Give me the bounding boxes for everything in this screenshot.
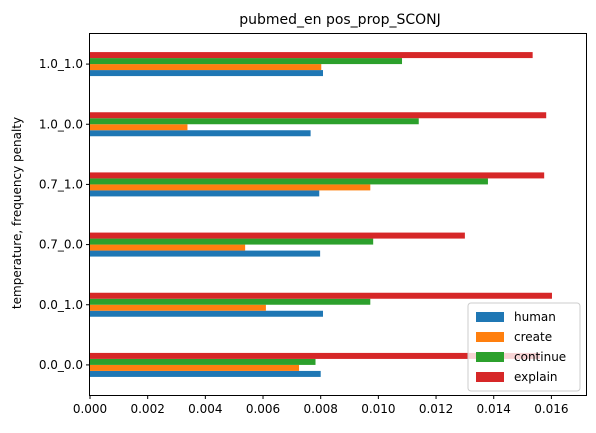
y-tick-label: 0.0_0.0 bbox=[39, 358, 83, 372]
y-tick-label: 0.0_1.0 bbox=[39, 298, 83, 312]
bar-human-0.0_1.0 bbox=[90, 310, 324, 317]
x-tick-label: 0.014 bbox=[477, 402, 511, 416]
bars-group bbox=[90, 52, 552, 377]
bar-create-1.0_1.0 bbox=[90, 64, 322, 71]
bar-create-1.0_0.0 bbox=[90, 124, 188, 131]
legend-label-human: human bbox=[514, 310, 556, 324]
bar-create-0.0_1.0 bbox=[90, 304, 266, 311]
bar-create-0.7_0.0 bbox=[90, 244, 246, 251]
x-tick-label: 0.008 bbox=[304, 402, 338, 416]
chart-title: pubmed_en pos_prop_SCONJ bbox=[239, 12, 441, 28]
bar-explain-1.0_0.0 bbox=[90, 112, 547, 119]
bar-continue-0.7_0.0 bbox=[90, 238, 374, 245]
bar-continue-0.0_1.0 bbox=[90, 298, 371, 305]
x-tick-label: 0.004 bbox=[188, 402, 222, 416]
bar-explain-0.0_0.0 bbox=[90, 352, 540, 359]
y-tick-label: 1.0_0.0 bbox=[39, 117, 83, 131]
x-tick-label: 0.006 bbox=[246, 402, 280, 416]
bar-continue-1.0_0.0 bbox=[90, 118, 419, 125]
bar-human-1.0_0.0 bbox=[90, 130, 311, 137]
bar-explain-0.7_1.0 bbox=[90, 172, 545, 179]
bar-explain-0.7_0.0 bbox=[90, 232, 465, 239]
x-tick-label: 0.010 bbox=[361, 402, 395, 416]
bar-continue-0.0_0.0 bbox=[90, 358, 316, 365]
legend-label-explain: explain bbox=[514, 370, 558, 384]
x-ticks-group: 0.000 0.002 0.004 0.006 0.008 0.010 0.012 0.014… bbox=[73, 395, 569, 416]
bar-human-1.0_1.0 bbox=[90, 70, 324, 77]
legend-label-continue: continue bbox=[514, 350, 566, 364]
bar-explain-0.0_1.0 bbox=[90, 292, 552, 299]
plot-frame bbox=[89, 33, 587, 396]
legend-swatch-explain bbox=[476, 372, 504, 382]
legend-swatch-continue bbox=[476, 352, 504, 362]
bar-explain-1.0_1.0 bbox=[90, 52, 533, 59]
legend-label-create: create bbox=[514, 330, 552, 344]
legend-swatch-create bbox=[476, 332, 504, 342]
y-axis-title: temperature, frequency penalty bbox=[10, 117, 24, 309]
bar-create-0.7_1.0 bbox=[90, 184, 371, 191]
bar-human-0.0_0.0 bbox=[90, 370, 321, 377]
x-tick-label: 0.012 bbox=[419, 402, 453, 416]
y-tick-label: 0.7_0.0 bbox=[39, 238, 83, 252]
legend: human create continue explain bbox=[467, 302, 581, 392]
x-tick-label: 0.000 bbox=[73, 402, 107, 416]
y-tick-label: 0.7_1.0 bbox=[39, 177, 83, 191]
legend-box bbox=[467, 302, 581, 392]
y-tick-label: 1.0_1.0 bbox=[39, 57, 83, 71]
bar-create-0.0_0.0 bbox=[90, 364, 300, 371]
x-tick-label: 0.016 bbox=[534, 402, 568, 416]
x-tick-label: 0.002 bbox=[130, 402, 164, 416]
y-ticks-group: 0.0_0.0 0.0_1.0 0.7_0.0 0.7_1.0 1.0_0.0 1.0_1… bbox=[39, 57, 90, 372]
bar-continue-1.0_1.0 bbox=[90, 58, 403, 65]
bar-continue-0.7_1.0 bbox=[90, 178, 488, 185]
bar-human-0.7_0.0 bbox=[90, 250, 321, 257]
legend-swatch-human bbox=[476, 312, 504, 322]
bar-human-0.7_1.0 bbox=[90, 190, 320, 197]
